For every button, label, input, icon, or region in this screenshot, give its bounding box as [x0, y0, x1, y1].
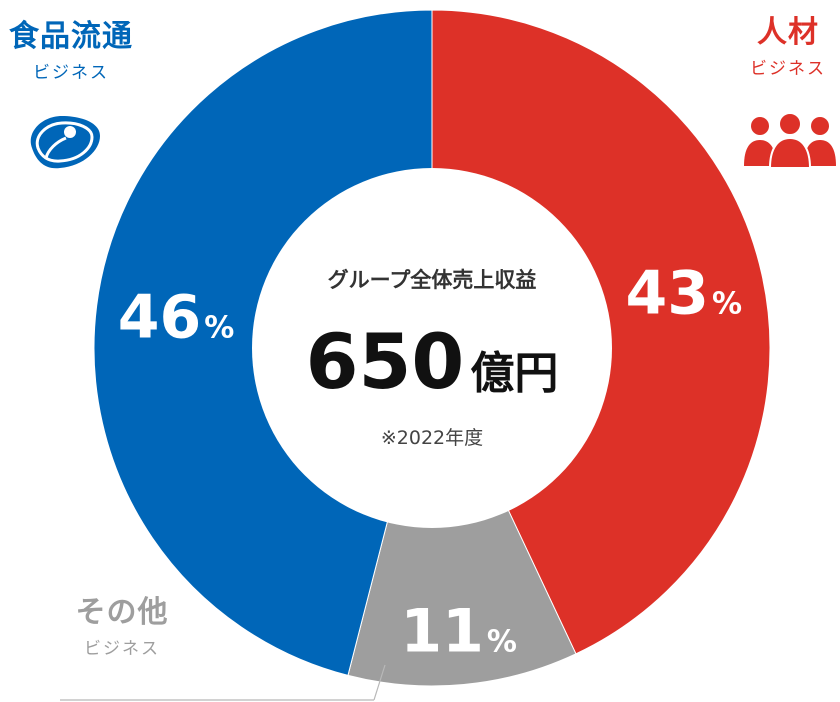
legend-other-title: その他: [75, 595, 169, 630]
people-icon: [744, 112, 836, 168]
center-note: ※2022年度: [381, 427, 483, 449]
slice-label-0: 43%: [626, 259, 743, 329]
legend-food-title: 食品流通: [9, 19, 133, 54]
legend-food: 食品流通 ビジネス: [0, 20, 142, 84]
slice-label-1: 11%: [400, 597, 517, 667]
center-value-group: 650 億円: [306, 317, 559, 406]
legend-other-subtitle: ビジネス: [84, 639, 160, 659]
percent-labels: 43 % 11 % 46%: [118, 259, 742, 667]
center-value: 650: [306, 317, 465, 406]
legend-hr-title: 人材: [757, 15, 819, 50]
center-label: グループ全体売上収益: [328, 268, 537, 292]
donut-hole: [252, 168, 612, 528]
legend-other: その他 ビジネス: [60, 596, 184, 660]
slice-label-2: 46%: [118, 283, 235, 353]
meat-icon: [30, 116, 100, 169]
legend-food-subtitle: ビジネス: [33, 63, 109, 83]
other-leader-line: [373, 664, 386, 701]
legend-hr: 人材 ビジネス: [736, 16, 840, 80]
legend-hr-subtitle: ビジネス: [750, 59, 826, 79]
center-unit: 億円: [470, 348, 558, 399]
